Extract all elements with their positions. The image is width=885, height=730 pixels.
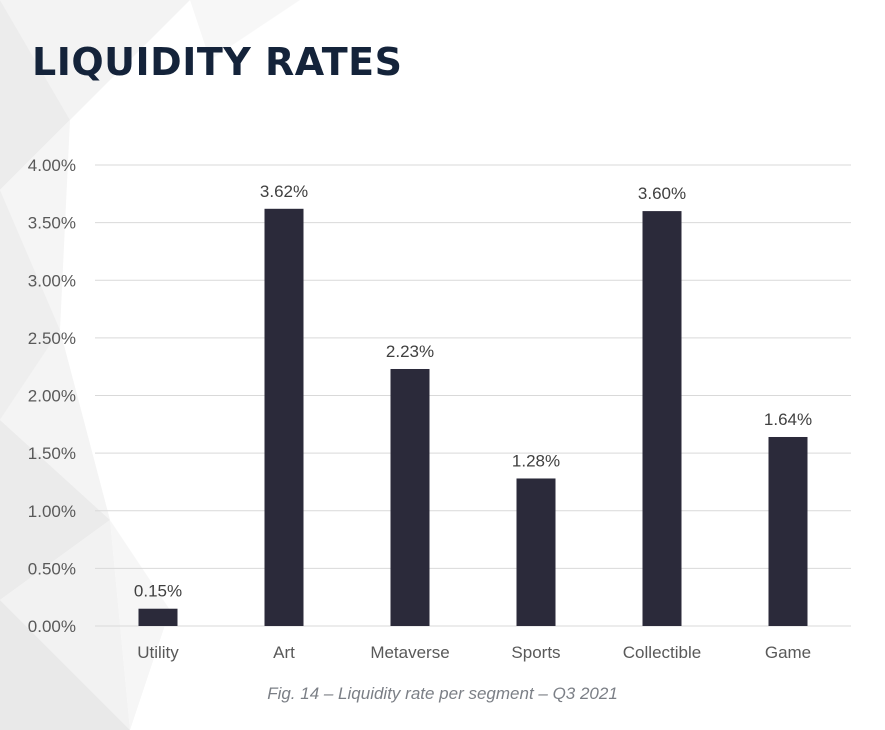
x-tick-label: Sports [511,643,560,662]
data-label: 2.23% [386,342,434,361]
data-label: 1.28% [512,451,560,470]
figure-caption: Fig. 14 – Liquidity rate per segment – Q… [267,684,618,703]
bar [264,208,304,627]
y-axis-ticks: 0.00% 0.50% 1.00% 1.50% 2.00% 2.50% 3.00% 3.50%… [28,156,76,636]
x-tick-label: Metaverse [370,643,449,662]
data-label: 1.64% [764,410,812,429]
bar [138,608,178,626]
value-labels: 0.15% 3.62% 2.23% 1.28% 3.60% 1.64% [134,182,812,601]
y-tick-label: 4.00% [28,156,76,175]
bar [390,368,430,626]
x-tick-label: Art [273,643,295,662]
y-tick-label: 3.00% [28,271,76,290]
data-label: 3.62% [260,182,308,201]
data-label: 3.60% [638,184,686,203]
y-tick-label: 2.50% [28,329,76,348]
y-tick-label: 3.50% [28,214,76,233]
y-tick-label: 1.50% [28,444,76,463]
bar [642,211,682,626]
y-tick-label: 0.00% [28,617,76,636]
x-tick-label: Game [765,643,811,662]
bar [516,478,556,626]
gridlines [95,164,851,627]
x-axis-ticks: Utility Art Metaverse Sports Collectible Game [137,643,811,662]
page-title: LIQUIDITY RATES [32,40,403,84]
x-tick-label: Utility [137,643,179,662]
bars [138,208,808,627]
x-tick-label: Collectible [623,643,701,662]
y-tick-label: 0.50% [28,559,76,578]
bar [768,436,808,626]
y-tick-label: 1.00% [28,502,76,521]
data-label: 0.15% [134,582,182,601]
y-tick-label: 2.00% [28,387,76,406]
